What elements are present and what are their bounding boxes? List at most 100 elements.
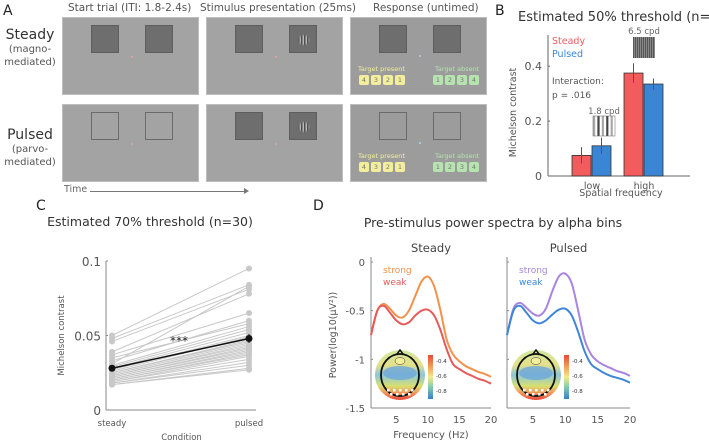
spectrum-pulsed-weak [506, 304, 631, 384]
right-placeholder-square [289, 112, 317, 140]
subject-line [111, 340, 250, 374]
row-name: Steady [5, 27, 55, 43]
significance-stars: *** [170, 334, 188, 348]
high-sf-grating-icon [633, 37, 655, 58]
low-sf-grating-icon [592, 115, 616, 137]
nose [532, 348, 540, 355]
response-key-present: 2 [383, 75, 393, 85]
response-key-absent: 1 [433, 162, 443, 172]
grating-frame [592, 115, 616, 137]
grating-stripe [641, 37, 642, 58]
grating-stripe [593, 116, 596, 136]
response-key-present: 2 [383, 162, 393, 172]
left-placeholder-square [91, 112, 119, 140]
x-tick-label: low [584, 181, 600, 192]
row-name: Pulsed [7, 127, 53, 143]
header-start-trial: Start trial (ITI: 1.8-2.4s) [68, 2, 192, 14]
spectrum-pulsed-strong [506, 272, 631, 377]
y-tick-label: -0.5 [345, 307, 365, 318]
p-value-label: p = .016 [552, 91, 591, 101]
y-axis-label: Michelson contrast [508, 67, 519, 157]
response-key-present: 4 [359, 75, 369, 85]
right-placeholder-square [433, 25, 461, 53]
response-key-absent: 3 [457, 75, 467, 85]
subject-point-steady [109, 354, 115, 361]
electrode-marker [538, 393, 541, 396]
bar-steady-high [623, 72, 644, 177]
electrode-marker [387, 389, 390, 392]
subject-line [111, 312, 250, 356]
fixation-dot [419, 142, 421, 144]
legend-steady-strong: strong [383, 266, 412, 276]
left-placeholder-square [91, 25, 119, 53]
electrode-marker [523, 389, 526, 392]
colorbar-label: -0.6 [436, 374, 447, 380]
response-key-present: 3 [371, 75, 381, 85]
high-sf-label: 6.5 cpd [628, 27, 660, 37]
electrode-marker [399, 389, 402, 392]
electrode-marker [529, 389, 532, 392]
response-key-absent: 1 [433, 75, 443, 85]
legend-pulsed-strong: strong [519, 266, 548, 276]
response-key-present: 3 [371, 162, 381, 172]
y-tick-label: 0.05 [74, 330, 101, 344]
x-axis-label: Condition [161, 433, 202, 441]
response-key-present: 1 [395, 162, 405, 172]
x-tick-label: 10 [559, 415, 572, 426]
legend-steady: Steady [552, 36, 585, 47]
right-placeholder-square [145, 25, 173, 53]
chart-d: Pre-stimulus power spectra by alpha bins… [328, 215, 636, 441]
x-tick-label: 20 [485, 415, 498, 426]
electrode-marker [408, 393, 411, 396]
interaction-label: Interaction: [552, 77, 604, 87]
grating-stripe [643, 37, 644, 58]
mean-point-steady [108, 364, 116, 372]
spectrum-steady-weak [370, 304, 492, 385]
response-key-absent: 4 [469, 75, 479, 85]
topomap-icon: -0.4 -0.6 -0.8 [511, 348, 583, 400]
topo-yellow-region [530, 357, 542, 365]
electrode-marker [393, 389, 396, 392]
topo-yellow-region [394, 357, 406, 365]
electrode-marker [526, 393, 529, 396]
colorbar-label: -0.8 [572, 389, 583, 395]
nose [396, 348, 404, 355]
row-label-steady: Steady (magno- mediated) [4, 27, 56, 69]
subject-line [111, 288, 250, 342]
y-tick-label: -1 [355, 355, 365, 366]
y-tick-label: 0.1 [82, 255, 101, 269]
gabor-target-icon [298, 34, 310, 46]
subject-line [111, 293, 250, 353]
electrode-marker [390, 393, 393, 396]
time-label: Time [64, 184, 88, 195]
electrode-marker [405, 389, 408, 392]
subject-point-pulsed [246, 290, 252, 297]
colorbar [428, 355, 433, 399]
grating-stripe [610, 116, 613, 136]
electrode-marker [535, 389, 538, 392]
electrode-marker [411, 389, 414, 392]
panel-d-letter: D [313, 198, 324, 214]
x-tick-label: steady [98, 419, 127, 429]
electrode-marker [396, 393, 399, 396]
subject-line [111, 285, 250, 365]
y-tick-label: 0.2 [525, 115, 543, 128]
subject-point-pulsed [246, 310, 252, 317]
subject-line [111, 323, 250, 359]
subject-point-pulsed [246, 366, 252, 373]
chart-b: Estimated 50% threshold (n=9) 0 0.2 0.4 Mic… [508, 10, 709, 199]
mean-point-pulsed [245, 334, 253, 342]
subject-line [111, 326, 250, 366]
subplot-title-pulsed: Pulsed [550, 241, 588, 255]
x-axis-label: Spatial frequency [579, 188, 663, 199]
electrode-marker [544, 393, 547, 396]
y-tick-label: 0 [359, 258, 365, 269]
right-placeholder-square [145, 112, 173, 140]
subject-line [111, 332, 250, 369]
electrode-marker [402, 393, 405, 396]
y-tick-label: -1.5 [345, 404, 365, 415]
colorbar-label: -0.8 [436, 389, 447, 395]
response-key-absent: 4 [469, 162, 479, 172]
subject-line [111, 284, 250, 339]
mean-line [111, 337, 250, 370]
